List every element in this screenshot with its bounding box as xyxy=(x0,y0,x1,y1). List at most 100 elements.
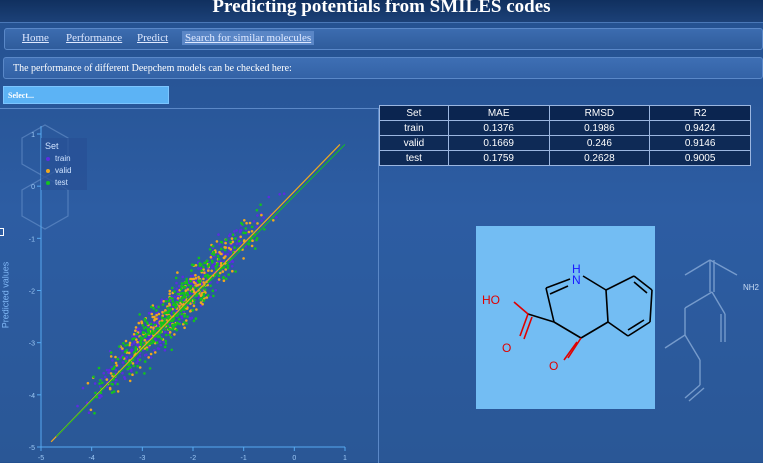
point-test xyxy=(204,288,207,291)
point-train xyxy=(105,368,109,372)
point-test xyxy=(182,294,186,298)
point-test xyxy=(192,301,196,305)
table-header-cell: MAE xyxy=(447,105,550,121)
point-valid xyxy=(185,307,189,310)
point-valid xyxy=(176,297,180,300)
nav-predict-link[interactable]: Predict xyxy=(137,32,169,44)
point-valid xyxy=(137,321,141,325)
table-cell: 0.9146 xyxy=(649,135,751,151)
point-test xyxy=(128,372,131,376)
point-test xyxy=(214,265,218,268)
table-cell: 0.1376 xyxy=(447,120,550,136)
point-test xyxy=(186,293,190,297)
point-train xyxy=(130,348,134,352)
point-test xyxy=(210,259,214,263)
legend-test-label[interactable]: test xyxy=(55,178,68,187)
point-test xyxy=(180,282,184,285)
point-test xyxy=(146,322,149,326)
point-train xyxy=(104,375,107,379)
point-test xyxy=(110,382,113,386)
point-test xyxy=(113,365,116,369)
plot-legend[interactable]: Set train valid test xyxy=(41,138,87,190)
point-valid xyxy=(168,289,172,293)
point-valid xyxy=(189,310,192,313)
point-test xyxy=(163,345,167,349)
point-train xyxy=(214,288,217,292)
x-tick-label: -2 xyxy=(190,455,196,462)
point-test xyxy=(208,248,212,251)
point-test xyxy=(255,208,259,212)
point-valid xyxy=(210,269,213,273)
point-train xyxy=(180,315,183,318)
point-test xyxy=(220,247,223,251)
point-test xyxy=(92,375,95,379)
point-test xyxy=(99,378,102,382)
point-valid xyxy=(251,239,254,242)
point-test xyxy=(109,351,113,354)
table-cell: 0.2628 xyxy=(548,150,651,166)
point-valid xyxy=(150,312,154,316)
model-select[interactable]: Select... xyxy=(3,86,169,104)
point-valid xyxy=(109,372,113,375)
point-test xyxy=(164,328,167,331)
point-test xyxy=(223,248,227,252)
point-train xyxy=(199,304,203,308)
point-test xyxy=(198,264,202,267)
page-title-text: Predicting potentials from SMILES codes xyxy=(212,0,551,17)
point-test xyxy=(183,285,187,289)
point-train xyxy=(130,343,134,347)
point-test xyxy=(161,303,165,306)
point-train xyxy=(189,274,193,278)
nav-search-similar-link[interactable]: Search for similar molecules xyxy=(182,31,315,45)
point-train xyxy=(188,291,192,295)
point-test xyxy=(145,348,149,351)
point-valid xyxy=(222,256,226,260)
point-test xyxy=(190,290,194,293)
legend-valid-label[interactable]: valid xyxy=(55,166,72,175)
point-valid xyxy=(192,280,196,284)
point-valid xyxy=(124,339,128,343)
point-test xyxy=(157,305,160,309)
point-test xyxy=(138,358,142,362)
x-tick-label: 1 xyxy=(343,455,347,462)
point-test xyxy=(259,203,262,206)
point-test xyxy=(210,252,214,256)
point-valid xyxy=(160,319,164,322)
point-test xyxy=(179,287,183,291)
point-train xyxy=(114,368,118,372)
point-train xyxy=(256,214,259,217)
point-test xyxy=(118,345,121,348)
legend-train-label[interactable]: train xyxy=(55,154,71,163)
nav-performance-link[interactable]: Performance xyxy=(66,32,123,44)
point-train xyxy=(282,192,286,195)
point-train xyxy=(150,335,153,338)
point-valid xyxy=(143,338,147,342)
point-test xyxy=(224,277,228,281)
table-header-cell: Set xyxy=(379,105,449,121)
y-tick-label: -2 xyxy=(29,289,35,296)
point-test xyxy=(174,276,178,280)
point-train xyxy=(152,321,156,324)
point-train xyxy=(119,356,122,359)
point-train xyxy=(199,267,203,270)
point-valid xyxy=(243,219,246,222)
point-test xyxy=(168,296,172,300)
point-test xyxy=(139,343,143,346)
point-test xyxy=(242,231,245,235)
point-test xyxy=(163,320,167,323)
table-header-row: Set MAE RMSD R2 xyxy=(379,105,751,121)
atom-label-o-carboxyl: O xyxy=(502,341,511,355)
point-test xyxy=(209,284,212,288)
point-test xyxy=(171,300,174,303)
point-test xyxy=(110,391,114,394)
scatter-plot[interactable]: 1 0 -1 -2 -3 -4 -5 -5 -4 -3 -2 -1 0 1 xyxy=(0,108,378,462)
point-test xyxy=(207,263,211,267)
nav-home-link[interactable]: Home xyxy=(22,32,49,44)
point-test xyxy=(193,286,196,289)
point-train xyxy=(147,311,151,315)
point-test xyxy=(226,266,230,270)
point-test xyxy=(160,337,163,340)
point-train xyxy=(137,343,141,346)
point-test xyxy=(188,287,192,290)
point-valid xyxy=(147,356,150,359)
